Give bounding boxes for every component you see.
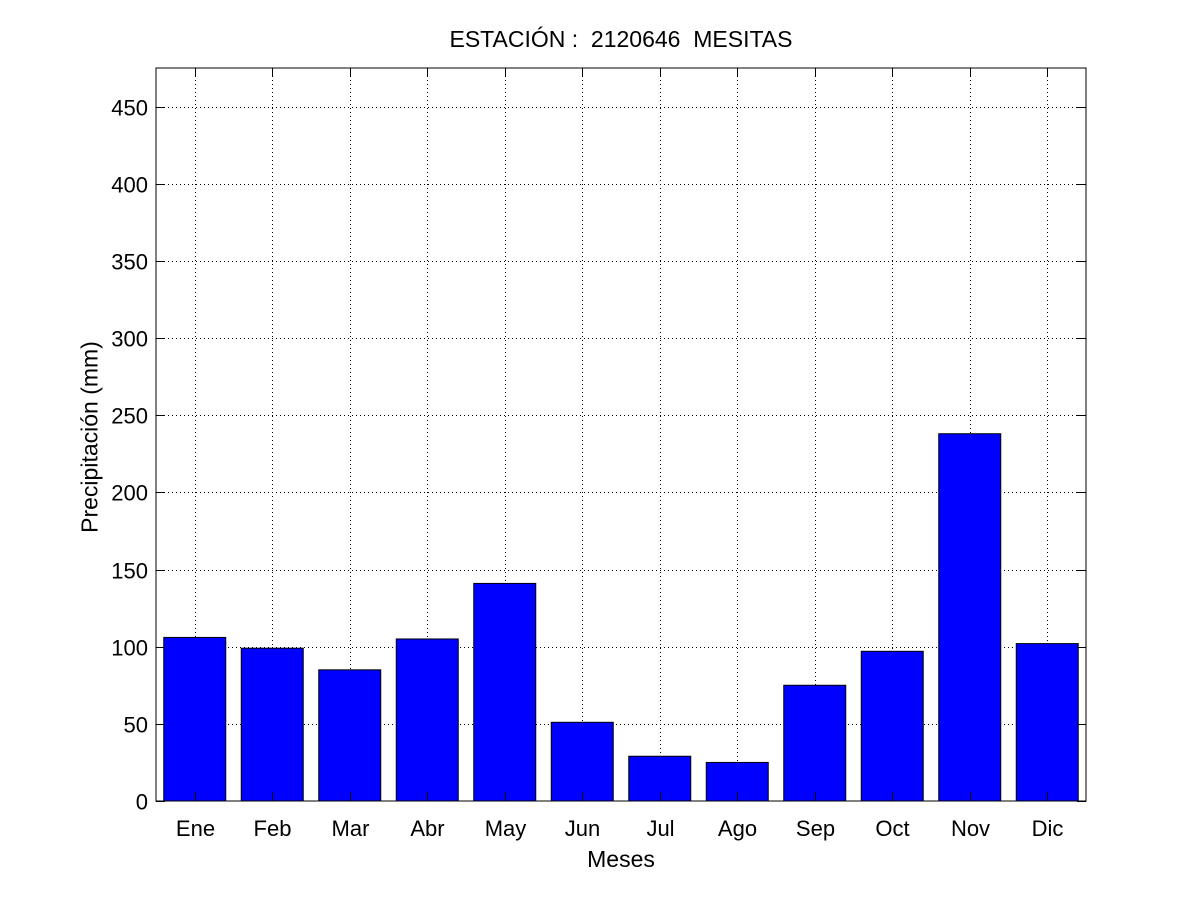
y-tick-label: 350 bbox=[111, 250, 148, 275]
y-tick-label: 400 bbox=[111, 173, 148, 198]
y-tick-label: 450 bbox=[111, 96, 148, 121]
x-tick-label-nov: Nov bbox=[951, 816, 990, 841]
bars bbox=[163, 433, 1079, 802]
bar-abr bbox=[395, 638, 459, 802]
x-tick-label-feb: Feb bbox=[254, 816, 292, 841]
bar-nov bbox=[938, 433, 1002, 802]
x-tick-label-dic: Dic bbox=[1032, 816, 1064, 841]
x-tick-label-may: May bbox=[485, 816, 527, 841]
bar-dic bbox=[1015, 643, 1079, 802]
ticks bbox=[156, 68, 1086, 802]
bar-ene bbox=[163, 636, 227, 802]
y-tick-label: 250 bbox=[111, 404, 148, 429]
x-tick-label-jul: Jul bbox=[646, 816, 674, 841]
x-tick-label-mar: Mar bbox=[332, 816, 370, 841]
chart-title: ESTACIÓN : 2120646 MESITAS bbox=[449, 26, 793, 52]
bar-oct bbox=[860, 650, 924, 802]
bar-sep bbox=[783, 684, 847, 802]
y-tick-label: 200 bbox=[111, 481, 148, 506]
x-tick-label-abr: Abr bbox=[410, 816, 444, 841]
y-tick-label: 150 bbox=[111, 559, 148, 584]
bar-feb bbox=[240, 647, 304, 802]
y-tick-label: 50 bbox=[124, 713, 148, 738]
bar-jun bbox=[550, 721, 614, 802]
x-tick-label-ene: Ene bbox=[176, 816, 215, 841]
x-axis-label: Meses bbox=[587, 846, 655, 872]
x-tick-label-oct: Oct bbox=[875, 816, 909, 841]
y-tick-label: 300 bbox=[111, 327, 148, 352]
x-tick-label-jun: Jun bbox=[565, 816, 600, 841]
grid-lines bbox=[156, 68, 1086, 801]
bar-may bbox=[473, 582, 537, 802]
tick-labels: 0 50 100 150 200 250 300 350 400 450 Ene Feb Mar Abr M… bbox=[111, 96, 1063, 842]
x-tick-label-ago: Ago bbox=[718, 816, 757, 841]
bar-mar bbox=[318, 669, 382, 802]
y-tick-label: 100 bbox=[111, 636, 148, 661]
axes-frame bbox=[155, 67, 1087, 802]
y-tick-label: 0 bbox=[136, 790, 148, 815]
bar-jul bbox=[628, 755, 692, 802]
x-tick-label-sep: Sep bbox=[796, 816, 835, 841]
